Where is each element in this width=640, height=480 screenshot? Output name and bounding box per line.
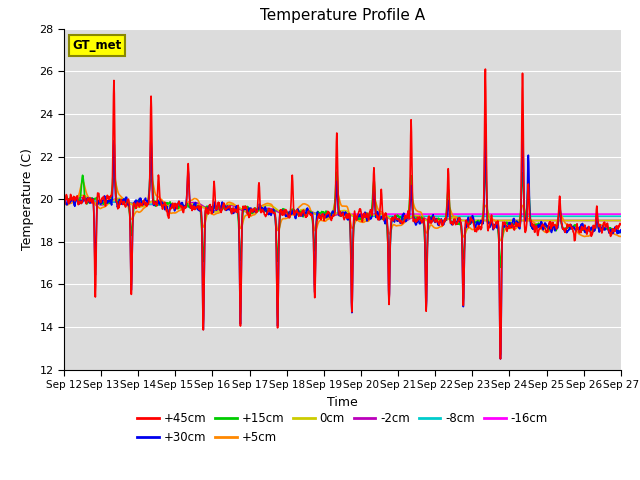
-16cm xyxy=(552,211,559,217)
-2cm xyxy=(246,209,254,215)
+30cm xyxy=(60,196,68,202)
Line: -16cm: -16cm xyxy=(64,199,621,214)
Line: +45cm: +45cm xyxy=(64,69,621,359)
+5cm xyxy=(171,210,179,216)
0cm xyxy=(502,217,510,223)
Line: +15cm: +15cm xyxy=(64,156,621,267)
+45cm xyxy=(497,356,504,362)
-16cm xyxy=(184,204,192,209)
-8cm xyxy=(552,214,559,219)
+45cm xyxy=(170,206,178,212)
+30cm xyxy=(481,121,489,127)
+45cm xyxy=(246,213,254,218)
+15cm xyxy=(502,220,510,226)
-16cm xyxy=(617,211,625,217)
+15cm xyxy=(60,193,68,199)
+30cm xyxy=(502,224,510,229)
Line: +30cm: +30cm xyxy=(64,124,621,359)
Line: -8cm: -8cm xyxy=(64,199,621,216)
+30cm xyxy=(170,207,178,213)
Legend: +45cm, +30cm, +15cm, +5cm, 0cm, -2cm, -8cm, -16cm: +45cm, +30cm, +15cm, +5cm, 0cm, -2cm, -8… xyxy=(132,408,552,449)
-8cm xyxy=(64,196,72,202)
-8cm xyxy=(429,214,437,219)
+5cm xyxy=(246,214,254,219)
-2cm xyxy=(184,201,192,207)
Line: +5cm: +5cm xyxy=(64,179,621,240)
Line: -2cm: -2cm xyxy=(64,197,621,220)
+30cm xyxy=(246,206,254,212)
-2cm xyxy=(617,217,625,223)
+45cm xyxy=(60,198,68,204)
0cm xyxy=(429,217,437,223)
0cm xyxy=(184,202,192,208)
X-axis label: Time: Time xyxy=(327,396,358,408)
-16cm xyxy=(429,211,437,217)
-2cm xyxy=(429,217,437,223)
+30cm xyxy=(184,172,191,178)
Title: Temperature Profile A: Temperature Profile A xyxy=(260,9,425,24)
-8cm xyxy=(502,214,510,219)
Line: 0cm: 0cm xyxy=(64,195,621,220)
0cm xyxy=(246,211,254,216)
+15cm xyxy=(246,210,254,216)
-2cm xyxy=(502,217,510,223)
0cm xyxy=(60,201,68,207)
+45cm xyxy=(184,167,191,172)
+15cm xyxy=(497,264,504,270)
+15cm xyxy=(171,204,179,210)
+5cm xyxy=(617,233,625,239)
-8cm xyxy=(60,196,68,202)
-8cm xyxy=(617,214,625,219)
+5cm xyxy=(497,238,505,243)
-8cm xyxy=(246,206,254,212)
-8cm xyxy=(184,204,192,210)
+45cm xyxy=(429,216,436,222)
+5cm xyxy=(184,199,192,205)
+30cm xyxy=(617,227,625,233)
-2cm xyxy=(80,194,88,200)
+15cm xyxy=(552,226,559,231)
+5cm xyxy=(502,226,510,231)
-16cm xyxy=(61,196,68,202)
0cm xyxy=(617,217,625,223)
-8cm xyxy=(171,204,179,209)
-2cm xyxy=(60,200,68,206)
0cm xyxy=(552,217,559,223)
-8cm xyxy=(352,214,360,219)
+45cm xyxy=(502,226,510,231)
+5cm xyxy=(60,201,68,207)
+15cm xyxy=(429,217,437,223)
-2cm xyxy=(389,217,397,223)
-16cm xyxy=(171,203,179,208)
+30cm xyxy=(497,356,504,362)
+45cm xyxy=(552,223,559,228)
-16cm xyxy=(502,211,510,217)
Text: GT_met: GT_met xyxy=(72,39,122,52)
+5cm xyxy=(552,224,559,229)
-16cm xyxy=(324,211,332,217)
-2cm xyxy=(552,217,559,223)
+5cm xyxy=(111,176,118,181)
+15cm xyxy=(617,229,625,235)
-16cm xyxy=(60,197,68,203)
+30cm xyxy=(552,226,559,231)
+45cm xyxy=(617,222,625,228)
-2cm xyxy=(171,205,179,211)
+45cm xyxy=(481,66,489,72)
0cm xyxy=(355,217,363,223)
+5cm xyxy=(429,224,437,229)
0cm xyxy=(79,192,86,198)
Y-axis label: Temperature (C): Temperature (C) xyxy=(20,148,34,250)
+15cm xyxy=(184,203,192,209)
-16cm xyxy=(246,207,254,213)
+30cm xyxy=(429,215,436,220)
0cm xyxy=(171,205,179,211)
+15cm xyxy=(147,154,155,159)
